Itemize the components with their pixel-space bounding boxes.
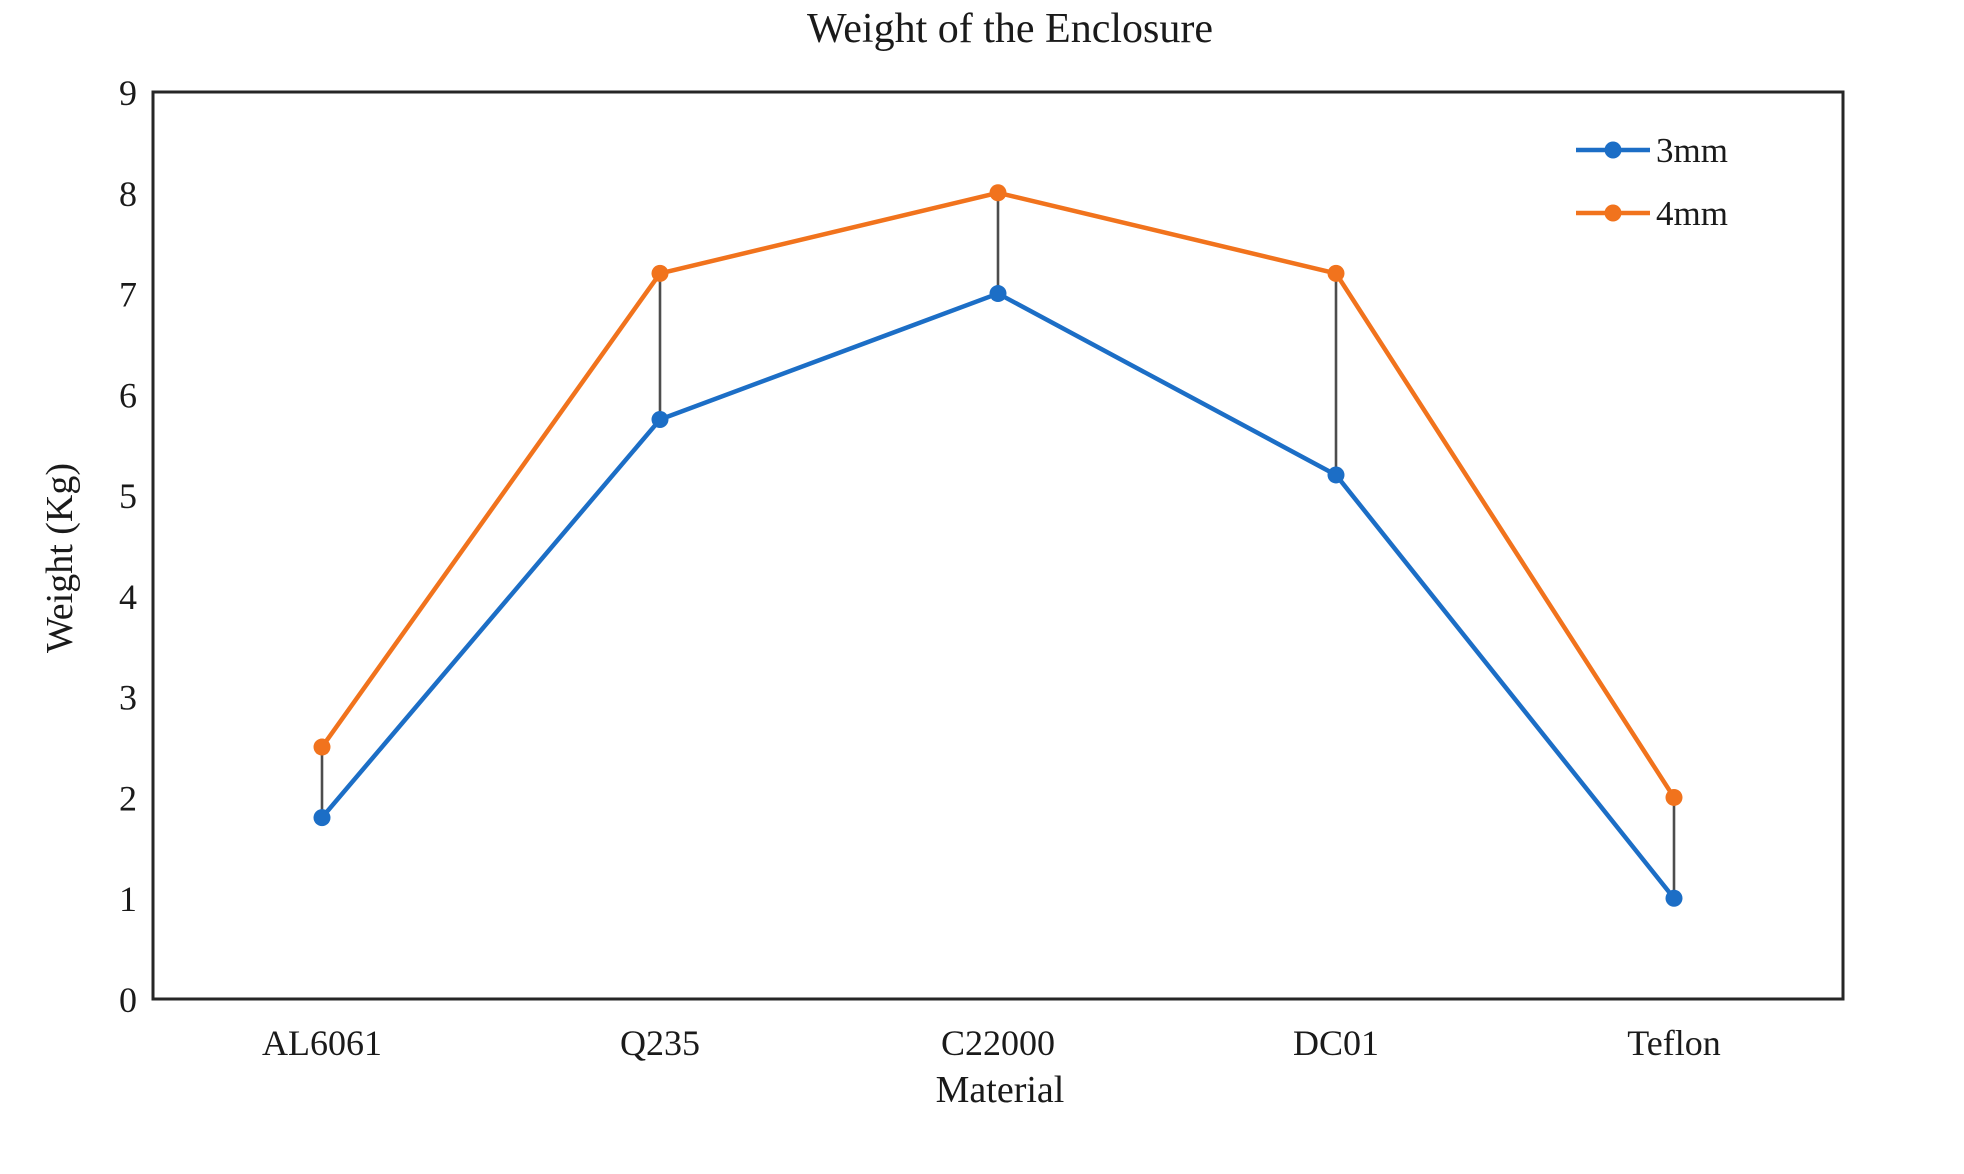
axes-layer: 0 1 2 3 4 5 6 7 8 9 AL6061 Q235 C22000 DC01 Teflon xyxy=(119,73,1845,1063)
x-category-label: Q235 xyxy=(620,1023,700,1063)
legend-item-4mm: 4mm xyxy=(1576,194,1728,233)
series-layer xyxy=(313,184,1683,907)
chart-title: Weight of the Enclosure xyxy=(807,6,1213,52)
data-point-marker-3mm xyxy=(313,809,331,827)
y-tick-label: 7 xyxy=(119,275,137,315)
x-category-label: AL6061 xyxy=(262,1023,382,1063)
legend-marker-dot xyxy=(1604,141,1622,159)
plot-border xyxy=(151,90,1845,1001)
y-axis-title: Weight (Kg) xyxy=(39,463,81,653)
y-tick-label: 3 xyxy=(119,678,137,718)
legend-item-3mm: 3mm xyxy=(1576,131,1728,170)
data-point-marker-3mm xyxy=(1327,466,1345,484)
series-line-3mm xyxy=(319,291,1677,901)
data-point-marker-4mm xyxy=(313,738,331,756)
y-tick-label: 8 xyxy=(119,174,137,214)
y-tick-label: 5 xyxy=(119,476,137,516)
high-low-lines-layer xyxy=(320,192,1676,899)
y-tick-label: 9 xyxy=(119,73,137,113)
y-tick-label: 6 xyxy=(119,375,137,415)
y-tick-label: 4 xyxy=(119,577,137,617)
x-category-label: DC01 xyxy=(1293,1023,1379,1063)
legend-label: 3mm xyxy=(1656,131,1728,170)
y-tick-label: 2 xyxy=(119,778,137,818)
x-category-label: C22000 xyxy=(941,1023,1055,1063)
legend-marker-dot xyxy=(1604,204,1622,222)
data-point-marker-4mm xyxy=(1327,264,1345,282)
data-point-marker-4mm xyxy=(651,264,669,282)
y-tick-label: 0 xyxy=(119,980,137,1020)
legend-label: 4mm xyxy=(1656,194,1728,233)
x-category-label: Teflon xyxy=(1627,1023,1720,1063)
legend: 3mm 4mm xyxy=(1576,131,1728,233)
data-point-marker-3mm xyxy=(651,411,669,429)
data-point-marker-3mm xyxy=(1665,889,1683,907)
data-point-marker-4mm xyxy=(989,184,1007,202)
x-axis-title: Material xyxy=(936,1069,1065,1111)
y-tick-label: 1 xyxy=(119,879,137,919)
data-point-marker-4mm xyxy=(1665,788,1683,806)
data-point-marker-3mm xyxy=(989,285,1007,303)
